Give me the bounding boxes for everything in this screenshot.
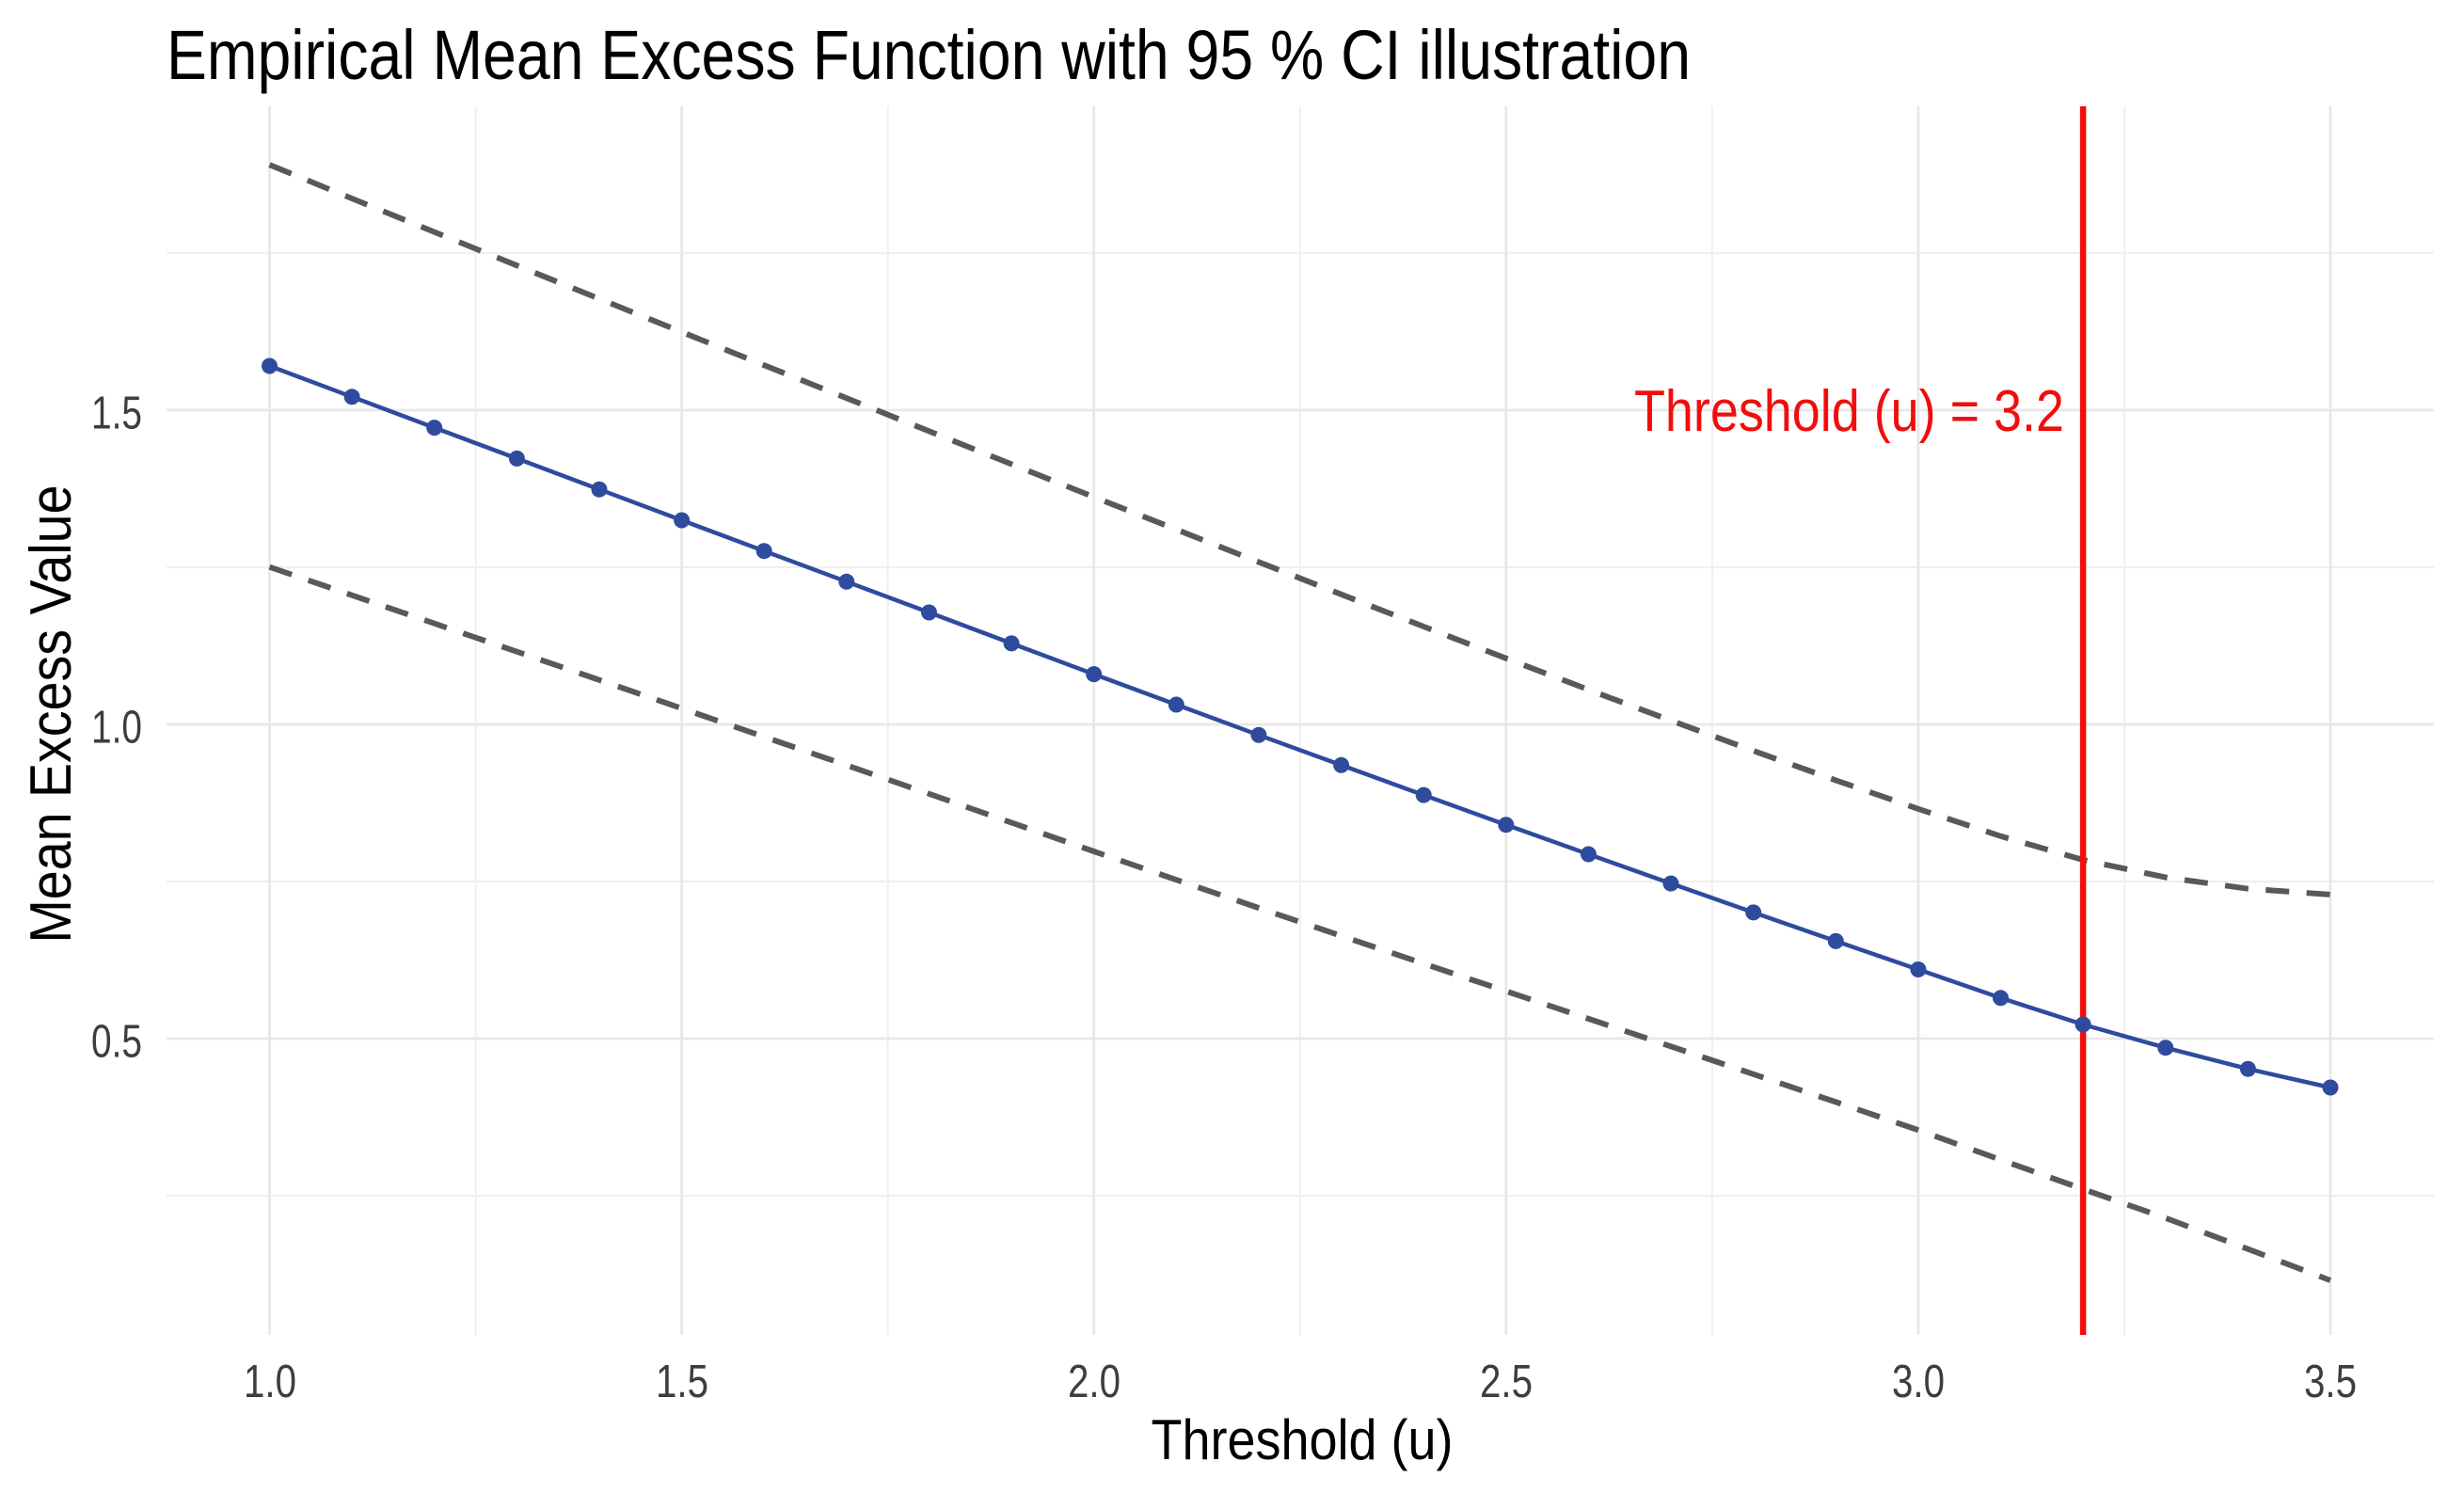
svg-text:3.0: 3.0 [1892, 1357, 1945, 1407]
svg-text:2.5: 2.5 [1480, 1357, 1533, 1407]
svg-text:3.5: 3.5 [2304, 1357, 2357, 1407]
svg-text:Mean Excess Value: Mean Excess Value [19, 485, 84, 944]
svg-text:1.0: 1.0 [91, 703, 142, 754]
svg-text:1.0: 1.0 [244, 1357, 296, 1407]
svg-text:0.5: 0.5 [91, 1017, 142, 1068]
svg-text:Empirical Mean Excess Function: Empirical Mean Excess Function with 95 %… [167, 16, 1691, 94]
svg-text:1.5: 1.5 [656, 1357, 708, 1407]
svg-text:Threshold (u): Threshold (u) [1152, 1408, 1454, 1471]
svg-text:Threshold (u) = 3.2: Threshold (u) = 3.2 [1634, 379, 2064, 444]
svg-text:2.0: 2.0 [1068, 1357, 1121, 1407]
svg-text:1.5: 1.5 [91, 389, 142, 439]
